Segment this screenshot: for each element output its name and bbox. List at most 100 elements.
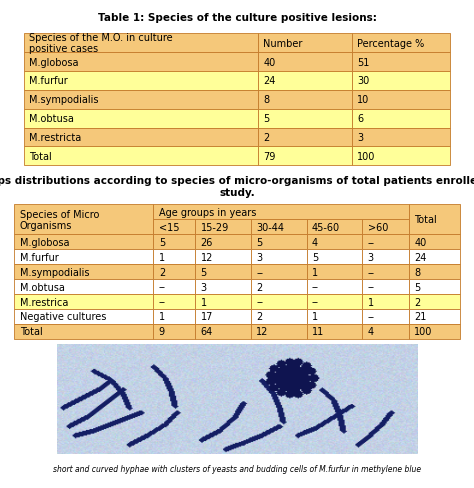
Bar — [24, 72, 258, 91]
Bar — [362, 324, 409, 339]
Bar — [14, 324, 154, 339]
Bar — [251, 264, 307, 280]
Text: --: -- — [368, 237, 374, 247]
Bar — [258, 91, 352, 109]
Text: 40: 40 — [414, 237, 426, 247]
Text: Species of the M.O. in culture
positive cases: Species of the M.O. in culture positive … — [29, 33, 173, 54]
Text: M.furfur: M.furfur — [19, 252, 58, 262]
Bar — [258, 72, 352, 91]
Bar — [307, 324, 362, 339]
Bar — [14, 264, 154, 280]
Text: 24: 24 — [264, 76, 276, 86]
Text: Total: Total — [29, 151, 52, 162]
Text: 5: 5 — [201, 267, 207, 277]
Bar — [14, 294, 154, 309]
Bar — [362, 294, 409, 309]
Text: --: -- — [312, 282, 319, 292]
Bar — [154, 280, 195, 294]
Bar — [154, 264, 195, 280]
Text: --: -- — [368, 267, 374, 277]
Text: 5: 5 — [312, 252, 318, 262]
Text: 3: 3 — [201, 282, 207, 292]
Text: >60: >60 — [368, 223, 388, 232]
Text: 40: 40 — [264, 58, 276, 67]
Bar — [362, 235, 409, 250]
Text: 26: 26 — [201, 237, 213, 247]
Text: 17: 17 — [201, 312, 213, 322]
Text: M.sympodialis: M.sympodialis — [29, 95, 98, 105]
Text: M.globosa: M.globosa — [19, 237, 69, 247]
Text: 30-44: 30-44 — [256, 223, 284, 232]
Bar — [195, 294, 251, 309]
Bar — [195, 220, 251, 235]
Text: --: -- — [256, 267, 263, 277]
Bar — [14, 235, 154, 250]
Text: 8: 8 — [264, 95, 270, 105]
Text: Number: Number — [264, 39, 303, 49]
Text: M.sympodialis: M.sympodialis — [19, 267, 89, 277]
Text: 2: 2 — [256, 282, 263, 292]
Bar — [409, 294, 460, 309]
Text: Negative cultures: Negative cultures — [19, 312, 106, 322]
Text: 2: 2 — [256, 312, 263, 322]
Text: 3: 3 — [357, 133, 364, 142]
Bar — [24, 91, 258, 109]
Text: 64: 64 — [201, 326, 213, 337]
Text: 51: 51 — [357, 58, 370, 67]
Text: Age groups in years: Age groups in years — [159, 207, 256, 218]
Bar — [307, 264, 362, 280]
Text: 79: 79 — [264, 151, 276, 162]
Text: 12: 12 — [201, 252, 213, 262]
Bar — [409, 309, 460, 324]
Bar — [409, 264, 460, 280]
Bar — [251, 324, 307, 339]
Text: 1: 1 — [201, 297, 207, 307]
Text: 5: 5 — [256, 237, 263, 247]
Bar — [24, 53, 258, 72]
Text: 1: 1 — [368, 297, 374, 307]
Text: 5: 5 — [414, 282, 420, 292]
Bar — [251, 294, 307, 309]
Bar — [258, 147, 352, 166]
Bar — [362, 309, 409, 324]
Text: 12: 12 — [256, 326, 269, 337]
Bar — [14, 280, 154, 294]
Bar — [362, 250, 409, 264]
Text: 4: 4 — [368, 326, 374, 337]
Text: 24: 24 — [414, 252, 427, 262]
Text: 1: 1 — [312, 312, 318, 322]
Bar — [195, 235, 251, 250]
Bar — [154, 220, 195, 235]
Text: Total: Total — [414, 215, 437, 225]
Text: --: -- — [312, 297, 319, 307]
Bar — [362, 280, 409, 294]
Text: --: -- — [368, 312, 374, 322]
Text: 10: 10 — [357, 95, 370, 105]
Bar — [352, 34, 450, 53]
Text: --: -- — [368, 282, 374, 292]
Bar — [251, 280, 307, 294]
Bar — [195, 264, 251, 280]
Bar — [409, 280, 460, 294]
Bar — [195, 280, 251, 294]
Bar — [251, 235, 307, 250]
Bar — [307, 294, 362, 309]
Bar — [409, 324, 460, 339]
Bar — [251, 250, 307, 264]
Bar — [362, 264, 409, 280]
Text: 15-29: 15-29 — [201, 223, 229, 232]
Bar — [352, 72, 450, 91]
Text: 3: 3 — [368, 252, 374, 262]
Bar — [154, 250, 195, 264]
Bar — [258, 34, 352, 53]
Bar — [14, 309, 154, 324]
Text: 9: 9 — [159, 326, 165, 337]
Text: M.furfur: M.furfur — [29, 76, 68, 86]
Bar — [307, 309, 362, 324]
Text: --: -- — [159, 282, 166, 292]
Text: 2: 2 — [159, 267, 165, 277]
Text: 2: 2 — [264, 133, 270, 142]
Text: 100: 100 — [414, 326, 432, 337]
Bar — [24, 128, 258, 147]
Bar — [154, 309, 195, 324]
